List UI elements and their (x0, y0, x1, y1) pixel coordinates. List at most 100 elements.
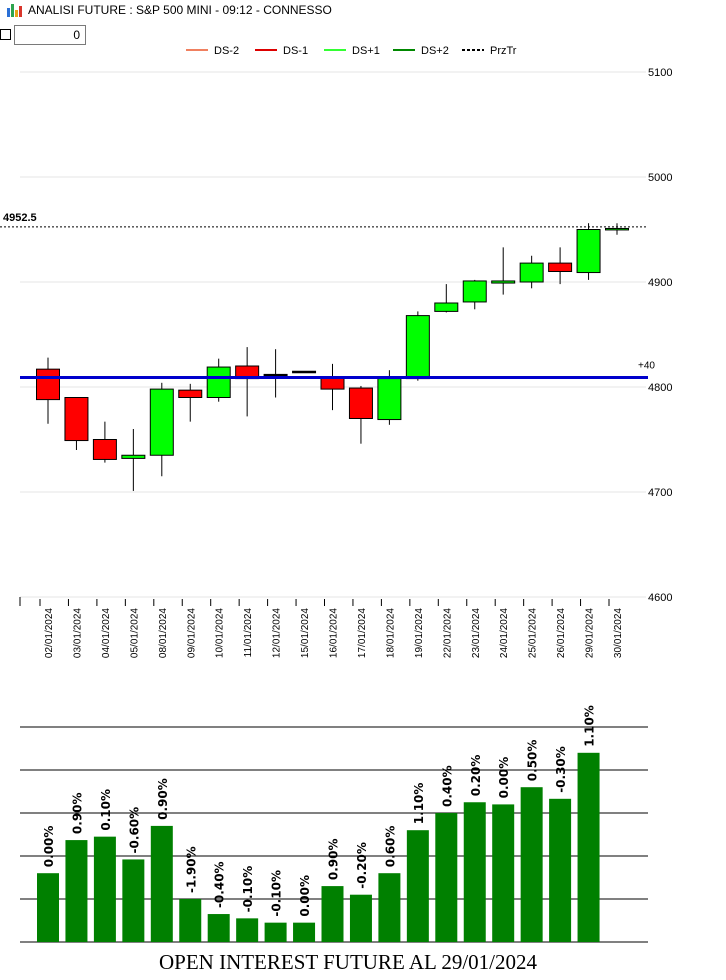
legend-item: DS+1 (324, 45, 380, 57)
oi-bar-group: 0.90% (65, 792, 88, 942)
oi-bar (435, 813, 458, 942)
candle (576, 223, 601, 280)
oi-bar (293, 922, 316, 942)
oi-bar (520, 787, 543, 942)
oi-bar-group: -0.30% (549, 746, 572, 942)
level-line-label: +40 (638, 361, 655, 372)
candle-body (576, 229, 601, 274)
candle (92, 421, 117, 463)
candle (263, 349, 288, 398)
x-tick-label: 17/01/2024 (357, 608, 368, 658)
candle-body (149, 388, 174, 456)
oi-bar (236, 918, 259, 942)
y-tick-label: 4800 (648, 382, 672, 394)
oi-bar-group: 0.60% (378, 826, 401, 942)
oi-bar-label: 0.00% (298, 875, 312, 917)
candle (149, 382, 174, 477)
candle (434, 284, 459, 313)
oi-bar-label: -0.10% (241, 866, 255, 913)
x-tick-label: 19/01/2024 (414, 608, 425, 658)
candle-body (491, 280, 516, 284)
x-tick-label: 15/01/2024 (300, 608, 311, 658)
toggle-checkbox[interactable] (0, 29, 11, 40)
legend-label: DS-1 (283, 45, 308, 57)
oi-bar-group: -0.60% (122, 807, 145, 942)
legend-label: DS+2 (421, 45, 449, 57)
oi-bar (179, 899, 202, 942)
oi-bar-label: 0.90% (70, 792, 84, 834)
legend-item: DS-2 (186, 45, 239, 57)
candle-body (121, 454, 146, 459)
oi-bar-label: 0.00% (497, 757, 511, 799)
oi-bar-label: -0.10% (270, 870, 284, 917)
x-tick-label: 24/01/2024 (499, 608, 510, 658)
oi-bar-label: 0.90% (327, 838, 341, 880)
x-tick-label: 29/01/2024 (585, 608, 596, 658)
x-tick-label: 04/01/2024 (101, 608, 112, 658)
bar-chart-icon (7, 4, 22, 17)
oi-bar (492, 804, 515, 942)
oi-bar-label: -0.20% (355, 842, 369, 889)
oi-bar-label: 1.10% (412, 783, 426, 825)
oi-bar (150, 825, 173, 942)
x-tick-label: 30/01/2024 (613, 608, 624, 658)
oi-bar (264, 922, 287, 942)
oi-bar-group: -0.10% (264, 870, 287, 942)
candle-body (605, 227, 629, 231)
candle-body (377, 378, 402, 421)
oi-bar (207, 914, 230, 942)
oi-bar-group: -0.40% (207, 861, 230, 942)
oi-bar (549, 798, 572, 942)
candle (605, 223, 629, 235)
value-field[interactable]: 0 (14, 25, 86, 45)
oi-bar (321, 886, 344, 942)
oi-bar-label: -0.30% (554, 746, 568, 793)
candle-body (519, 262, 544, 283)
oi-bar-label: 0.00% (42, 826, 56, 868)
candle-body (64, 397, 89, 442)
candle-body (206, 366, 231, 398)
y-tick-label: 5100 (648, 67, 672, 79)
x-tick-label: 22/01/2024 (442, 608, 453, 658)
candle (235, 347, 260, 417)
x-tick-label: 05/01/2024 (129, 608, 140, 658)
oi-bar-group: 0.90% (150, 778, 173, 942)
candle-body (348, 387, 373, 419)
oi-bar-label: 0.60% (383, 826, 397, 868)
candle (292, 370, 317, 374)
x-tick-label: 18/01/2024 (385, 608, 396, 658)
x-tick-label: 12/01/2024 (272, 608, 283, 658)
oi-bar-label: -0.40% (213, 861, 227, 908)
x-tick-label: 11/01/2024 (243, 608, 254, 658)
candle-body (434, 302, 459, 312)
y-tick-label: 4700 (648, 487, 672, 499)
legend-item: DS+2 (393, 45, 449, 57)
oi-bar-group: -0.20% (349, 842, 372, 942)
oi-bar (93, 836, 116, 942)
oi-bar-label: 0.50% (526, 740, 540, 782)
oi-bar (577, 752, 600, 942)
x-tick-label: 08/01/2024 (158, 608, 169, 658)
oi-bar-group: 0.90% (321, 838, 344, 942)
oi-bar-group: 0.00% (37, 826, 59, 942)
oi-bar-group: 0.00% (293, 875, 316, 942)
candle (206, 358, 231, 402)
oi-bar-label: 1.10% (583, 705, 597, 747)
oi-bar-label: -0.60% (127, 807, 141, 854)
candle (519, 255, 544, 289)
candle (348, 385, 373, 444)
candle (320, 363, 345, 411)
x-tick-label: 10/01/2024 (215, 608, 226, 658)
oi-bar-group: 0.10% (93, 789, 116, 942)
oi-bar (349, 894, 372, 942)
oi-bar-label: 0.10% (99, 789, 113, 831)
candle (491, 247, 516, 295)
oi-bar (65, 840, 88, 942)
oi-bar (378, 873, 401, 942)
x-tick-label: 09/01/2024 (186, 608, 197, 658)
price-line-label: 4952.5 (3, 212, 37, 224)
legend-item: DS-1 (255, 45, 308, 57)
window-title: ANALISI FUTURE : S&P 500 MINI - 09:12 - … (28, 3, 332, 17)
y-tick-label: 4900 (648, 277, 672, 289)
candle-body (405, 315, 430, 380)
